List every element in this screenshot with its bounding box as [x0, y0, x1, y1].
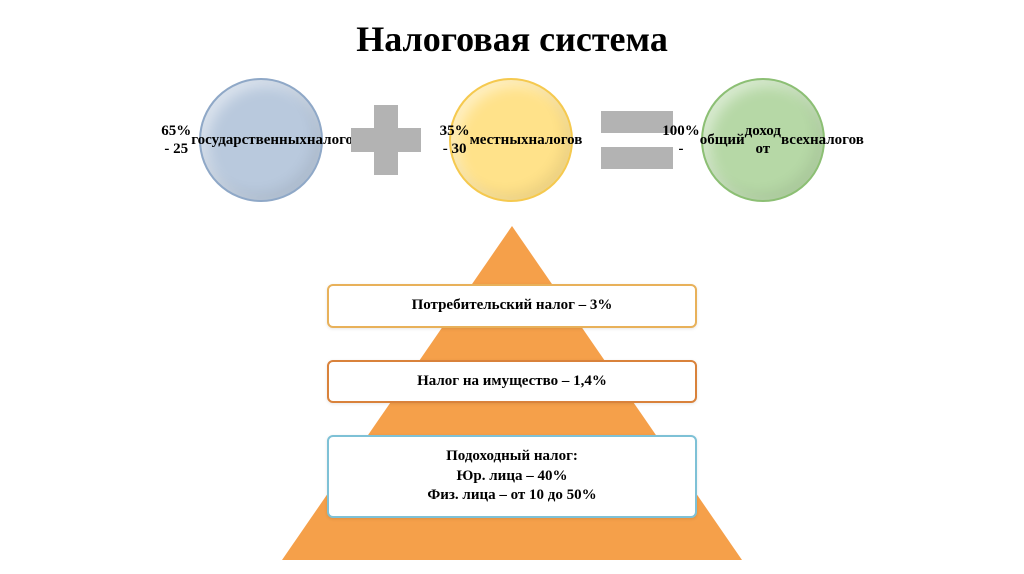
box-consumer-tax: Потребительский налог – 3% — [327, 284, 697, 328]
circle-total-income: 100% -общийдоход отвсехналогов — [701, 78, 825, 202]
equation-row: 65% - 25государственныхналогов 35% - 30м… — [0, 78, 1024, 202]
pyramid-boxes: Потребительский налог – 3% Налог на имущ… — [327, 284, 697, 518]
box-income-tax: Подоходный налог:Юр. лица – 40%Физ. лица… — [327, 435, 697, 518]
box-property-tax: Налог на имущество – 1,4% — [327, 360, 697, 404]
circle-state-taxes: 65% - 25государственныхналогов — [199, 78, 323, 202]
plus-operator — [351, 105, 421, 175]
page-title: Налоговая система — [0, 0, 1024, 60]
circle-local-taxes: 35% - 30местныхналогов — [449, 78, 573, 202]
